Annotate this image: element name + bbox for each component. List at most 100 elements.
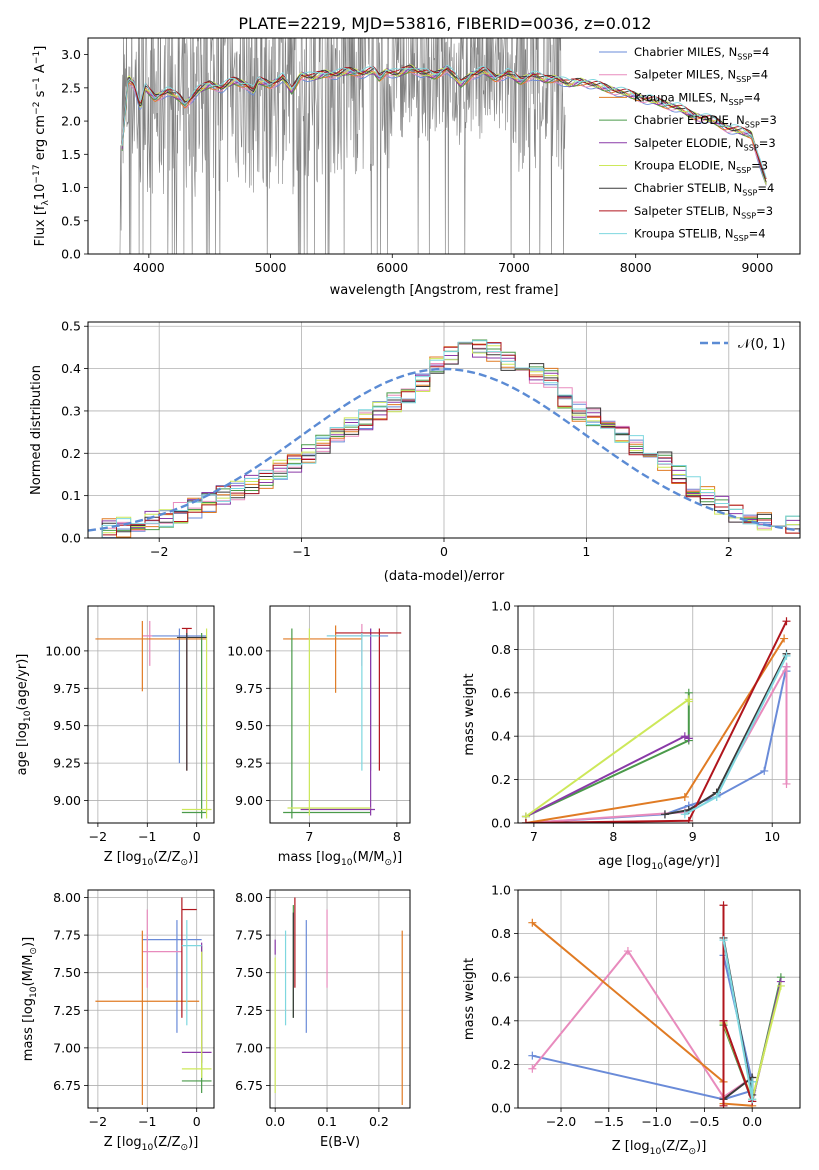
x-axis-label-part: ⊙ [181,858,189,868]
x-axis-label-part: )] [392,850,402,865]
x-axis-label-part: 10 [341,858,353,868]
x-tick-label: 9 [689,829,697,844]
weight-marker [660,810,669,819]
x-axis-label-part: (age/yr)] [663,854,720,869]
y-tick-label: 0.2 [491,1057,511,1072]
plot-residuals: −2 −1 0 1 2 0.0 0.1 0.2 0.3 0.4 0.5 𝒩(0, 1) (data-mo… [29,319,801,584]
plots-layer: 4000 5000 6000 7000 8000 90000.00.51.01.52.02… [15,37,801,1157]
legend-entry-part: SSP [734,234,749,243]
x-tick-label: 5000 [255,260,287,275]
x-axis-label: age [log10(age/yr)] [598,854,720,872]
y-axis-label: Normed distribution [29,365,44,495]
weight-marker [719,936,728,945]
x-tick-label: 0 [193,1114,201,1129]
y-tick-label: 9.00 [53,793,81,808]
weight-marker [760,766,769,775]
y-tick-label: 7.75 [235,928,263,943]
x-tick-label: 8 [609,829,617,844]
x-axis-label-part: Z [log [104,1135,142,1150]
legend-entry-part: SSP [736,75,751,84]
errorbar-points [283,623,402,819]
y-tick-label: 7.00 [235,1040,263,1055]
y-tick-label: 9.50 [53,718,81,733]
legend-entry-part: =4 [744,90,761,104]
weight-marker [748,1095,757,1104]
x-tick-label: −0.5 [689,1114,719,1129]
weight-marker [528,1064,537,1073]
y-tick-label: 1.5 [61,147,81,162]
x-axis-label-part: ⊙ [689,1147,697,1157]
weight-marker [712,792,721,801]
weight-marker [776,981,785,990]
legend-entry: Salpeter ELODIE, NSSP=3 [634,136,776,152]
legend-entry-part: =3 [751,159,768,173]
axes-frame [87,37,801,255]
weight-marker [782,779,791,788]
legend-entry-part: =3 [760,113,777,127]
weight-marker [782,662,791,671]
y-axis-label-part: (age/yr)] [15,654,30,711]
y-tick-label: 7.50 [53,965,81,980]
legend-entry: Kroupa STELIB, NSSP=4 [634,227,766,243]
legend-entry-part: Chabrier ELODIE, N [634,113,745,127]
axes-frame [269,605,411,824]
legend-entry-part: =4 [752,45,769,59]
x-tick-label: 8000 [620,260,652,275]
x-tick-label: −2 [89,1114,107,1129]
legend-entry-part: =3 [756,204,773,218]
legend-entry-part: SSP [729,98,744,107]
weight-marker [782,651,791,660]
weight-marker [680,810,689,819]
legend-entry-part: Salpeter ELODIE, N [634,136,744,150]
x-tick-label: 0.0 [742,1114,762,1129]
y-tick-label: 7.75 [53,928,81,943]
y-tick-label: 0.2 [61,446,81,461]
x-tick-label: −2.0 [546,1114,576,1129]
y-tick-label: 2.5 [61,80,81,95]
y-tick-label: 0.4 [491,1013,511,1028]
plot-ebv-mass: 0.0 0.1 0.2 6.75 7.00 7.25 7.50 7.75 8.00 E(B-V) [235,889,411,1150]
x-tick-label: 0.1 [317,1114,337,1129]
weight-line-1 [531,949,753,1099]
y-axis-label-part: A [33,64,48,77]
legend-entry: Chabrier STELIB, NSSP=4 [634,181,774,197]
weight-line-6 [664,653,788,816]
x-axis-label-part: (Z/Z [153,1135,180,1150]
y-axis-label-part: ] [33,46,48,51]
x-tick-label: 0.0 [265,1114,285,1129]
y-axis-label-part: 10 [33,184,48,201]
y-tick-label: 7.25 [235,1003,263,1018]
x-axis-label: Z [log10(Z/Z⊙)] [104,850,199,868]
gaussian-legend-label: 𝒩(0, 1) [738,337,785,352]
weight-marker [684,697,693,706]
y-tick-label: 9.75 [53,681,81,696]
weight-marker [528,918,537,927]
legend-entry-part: SSP [737,52,752,61]
legend-entry-part: SSP [744,143,759,152]
plot-z-weight: −2.0 −1.5 −1.0 −0.5 0.0 0.0 0.2 0.4 0.6 0.8 1.0 Z [… [462,883,801,1157]
x-tick-label: 4000 [133,260,165,275]
y-tick-label: 7.00 [53,1040,81,1055]
x-tick-label: 0 [193,829,201,844]
legend-entry-part: =3 [759,136,776,150]
x-axis-label: Z [log10(Z/Z⊙)] [104,1135,199,1153]
x-axis-label-part: Z [log [612,1139,650,1154]
y-axis-label: mass weight [462,673,477,755]
weight-line-0 [525,666,788,823]
weight-marker [680,732,689,741]
legend-entry-part: SSP [736,166,751,175]
weight-marker [684,734,693,743]
x-axis-label-part: )] [696,1139,706,1154]
x-axis-label-part: 10 [650,1147,662,1157]
x-axis-label-part: )] [188,1135,198,1150]
y-tick-label: 0.3 [61,403,81,418]
y-axis-label-part: λ [41,200,51,206]
x-axis-label-part: age [log [598,854,651,869]
legend-entry-part: Kroupa MILES, N [634,90,729,104]
errorbar-points [274,897,403,1105]
y-axis-label-part: −17 [32,164,42,183]
legend-entry-part: Salpeter MILES, N [634,68,736,82]
x-axis-label-part: 10 [142,1143,154,1153]
weight-marker [748,1077,757,1086]
